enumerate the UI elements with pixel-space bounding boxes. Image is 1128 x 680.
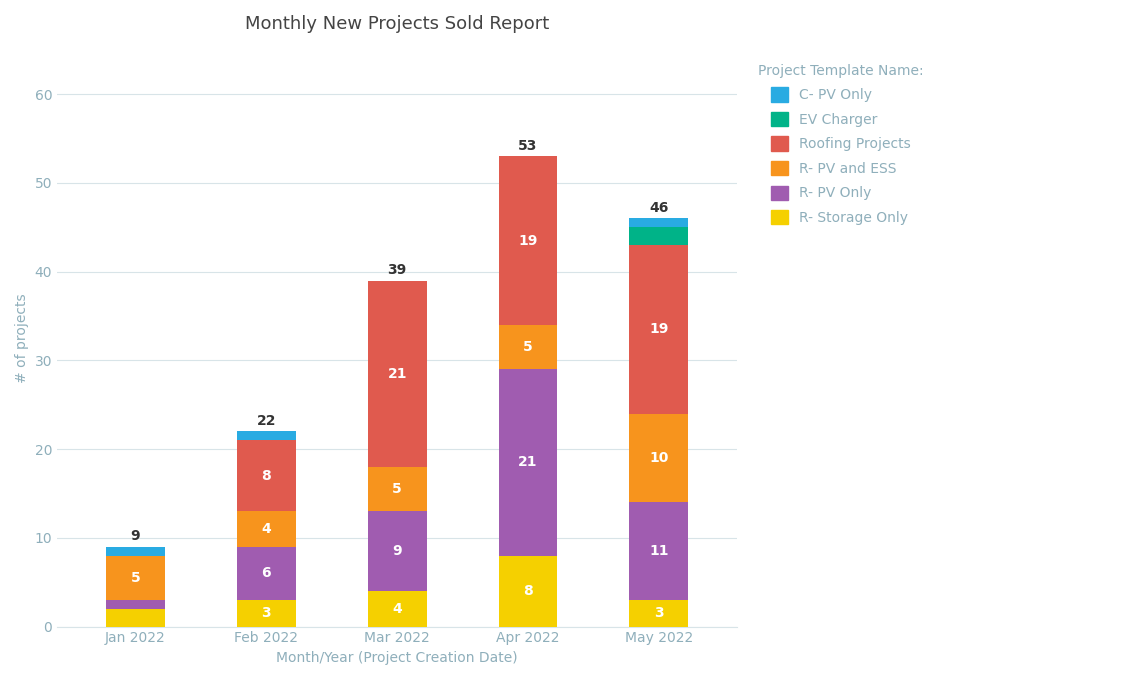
- Bar: [629, 413, 688, 503]
- Bar: [368, 467, 426, 511]
- Bar: [106, 600, 165, 609]
- Bar: [629, 600, 688, 626]
- Text: 5: 5: [523, 340, 532, 354]
- Text: 46: 46: [649, 201, 669, 215]
- Bar: [106, 609, 165, 626]
- Text: 5: 5: [393, 482, 402, 496]
- Text: 9: 9: [131, 529, 140, 543]
- Bar: [106, 547, 165, 556]
- Bar: [629, 245, 688, 413]
- Bar: [368, 511, 426, 591]
- Bar: [499, 556, 557, 626]
- Text: 39: 39: [388, 263, 407, 277]
- Text: 11: 11: [649, 544, 669, 558]
- Text: 3: 3: [654, 607, 663, 620]
- Bar: [499, 325, 557, 369]
- Bar: [499, 369, 557, 556]
- Bar: [237, 600, 296, 626]
- Bar: [237, 431, 296, 440]
- Text: 8: 8: [262, 469, 271, 483]
- Text: 53: 53: [518, 139, 538, 153]
- Bar: [368, 281, 426, 467]
- Text: 9: 9: [393, 544, 402, 558]
- Bar: [237, 511, 296, 547]
- Text: 21: 21: [387, 367, 407, 381]
- Bar: [629, 218, 688, 227]
- Text: 8: 8: [523, 584, 532, 598]
- Text: 4: 4: [393, 602, 402, 616]
- Y-axis label: # of projects: # of projects: [15, 293, 29, 383]
- Text: 5: 5: [131, 571, 140, 585]
- X-axis label: Month/Year (Project Creation Date): Month/Year (Project Creation Date): [276, 651, 518, 665]
- Title: Monthly New Projects Sold Report: Monthly New Projects Sold Report: [245, 15, 549, 33]
- Text: 10: 10: [649, 451, 669, 465]
- Legend: C- PV Only, EV Charger, Roofing Projects, R- PV and ESS, R- PV Only, R- Storage : C- PV Only, EV Charger, Roofing Projects…: [751, 56, 931, 232]
- Bar: [237, 547, 296, 600]
- Bar: [237, 440, 296, 511]
- Text: 3: 3: [262, 607, 271, 620]
- Bar: [499, 156, 557, 325]
- Bar: [629, 503, 688, 600]
- Bar: [368, 591, 426, 626]
- Bar: [629, 227, 688, 245]
- Text: 6: 6: [262, 566, 271, 580]
- Text: 21: 21: [518, 456, 538, 469]
- Text: 4: 4: [262, 522, 271, 536]
- Text: 19: 19: [649, 322, 669, 337]
- Text: 19: 19: [518, 234, 538, 248]
- Bar: [106, 556, 165, 600]
- Text: 22: 22: [256, 414, 276, 428]
